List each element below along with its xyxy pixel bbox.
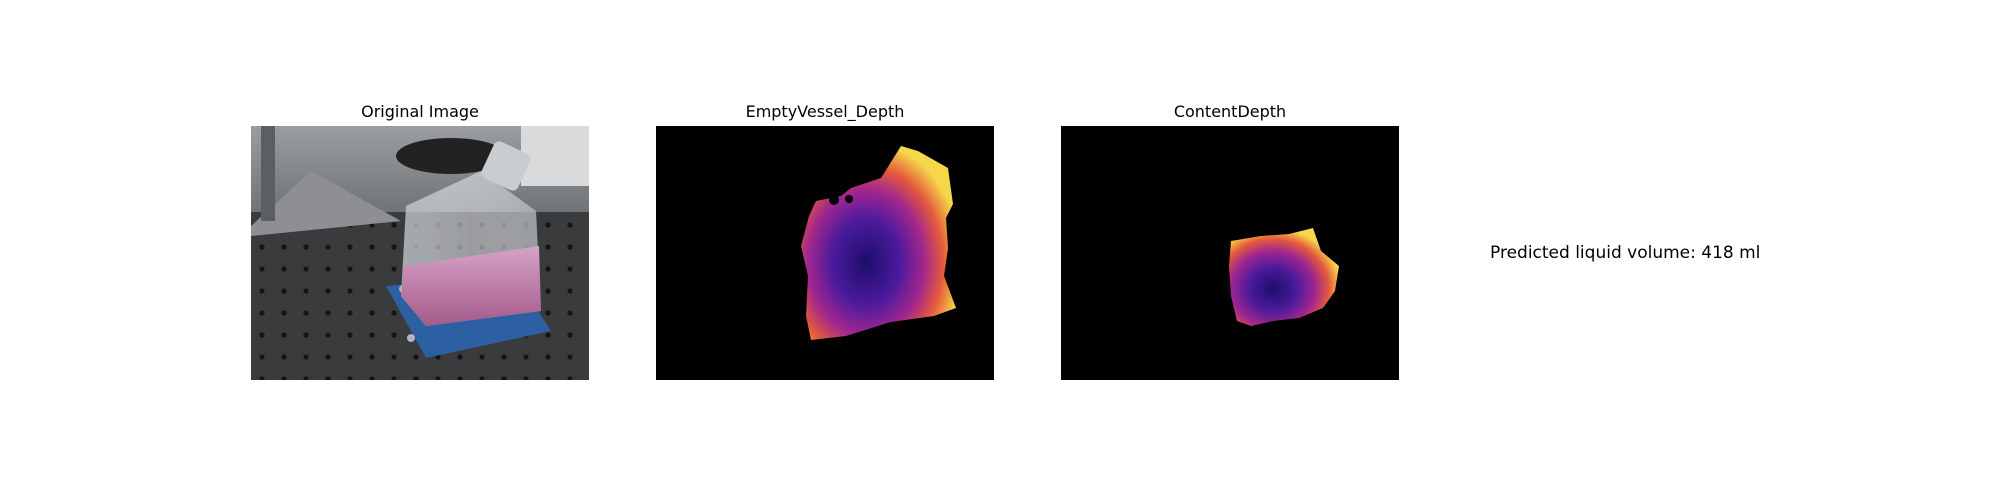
empty-vessel-depth-title: EmptyVessel_Depth bbox=[745, 102, 905, 121]
vessel-depth-shape bbox=[801, 146, 956, 340]
empty-vessel-depth-map bbox=[656, 126, 994, 380]
predicted-volume-unit: ml bbox=[1739, 243, 1761, 263]
original-image bbox=[251, 126, 589, 380]
content-depth-panel bbox=[1061, 126, 1399, 380]
chair bbox=[396, 138, 506, 174]
content-depth-map bbox=[1061, 126, 1399, 380]
original-image-panel bbox=[251, 126, 589, 380]
content-depth-shape bbox=[1229, 228, 1339, 326]
content-depth-title: ContentDepth bbox=[1173, 102, 1287, 121]
predicted-volume-label: Predicted liquid volume: bbox=[1490, 243, 1696, 263]
depth-hole bbox=[845, 195, 853, 203]
depth-background bbox=[1061, 126, 1399, 380]
flask-neck bbox=[481, 141, 531, 191]
cabinet bbox=[521, 126, 589, 186]
empty-vessel-depth-panel bbox=[656, 126, 994, 380]
predicted-volume-text: Predicted liquid volume: 418 ml bbox=[1490, 240, 1790, 266]
predicted-volume-value: 418 bbox=[1701, 243, 1734, 263]
flask-liquid bbox=[401, 246, 541, 326]
metal-stand bbox=[251, 171, 401, 236]
depth-hole bbox=[829, 195, 839, 205]
stand-post bbox=[261, 126, 275, 221]
mount-screw bbox=[407, 334, 415, 342]
original-image-title: Original Image bbox=[361, 102, 479, 121]
